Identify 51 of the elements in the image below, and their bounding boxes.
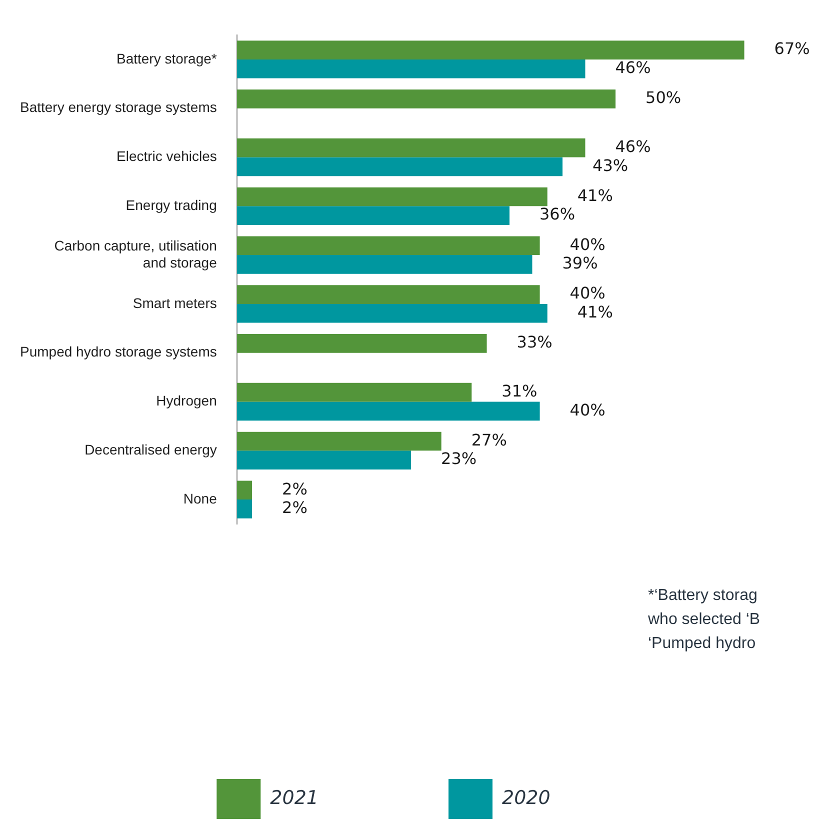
legend-label: 2020 bbox=[502, 786, 550, 809]
data-label: 46% bbox=[615, 136, 651, 156]
bar bbox=[236, 382, 472, 402]
legend-label: 2021 bbox=[270, 786, 319, 809]
text: *‘Battery storag bbox=[648, 586, 758, 606]
y-tick-label: Energy trading bbox=[126, 197, 217, 214]
bar bbox=[236, 236, 540, 256]
bar bbox=[236, 432, 442, 451]
bar bbox=[236, 255, 532, 274]
data-label: 36% bbox=[540, 204, 576, 224]
bar bbox=[236, 304, 548, 323]
bar bbox=[236, 138, 586, 158]
bar bbox=[236, 187, 548, 206]
y-tick-label: Hydrogen bbox=[156, 392, 217, 409]
data-label: 23% bbox=[441, 449, 477, 468]
y-tick-label: Electric vehicles bbox=[116, 148, 217, 164]
data-label: 31% bbox=[502, 381, 538, 400]
bar bbox=[236, 480, 252, 500]
data-label: 43% bbox=[592, 156, 628, 175]
bar bbox=[236, 500, 252, 518]
bar bbox=[236, 402, 540, 421]
bar bbox=[236, 450, 412, 470]
data-label: 27% bbox=[471, 430, 507, 450]
bar bbox=[236, 334, 487, 353]
data-label: 39% bbox=[562, 254, 598, 273]
bar bbox=[236, 59, 586, 78]
data-label: 2% bbox=[282, 498, 308, 518]
y-tick-label: None bbox=[183, 490, 218, 506]
y-tick-label: Decentralised energy bbox=[84, 442, 217, 458]
data-label: 41% bbox=[577, 302, 613, 322]
bar bbox=[236, 90, 616, 108]
y-tick-label: Battery storage* bbox=[116, 50, 218, 66]
data-label: 40% bbox=[570, 284, 606, 303]
bar bbox=[236, 157, 563, 176]
bar bbox=[236, 40, 744, 60]
text: who selected ‘B bbox=[648, 610, 760, 630]
bar bbox=[236, 285, 540, 304]
data-label: 67% bbox=[774, 39, 810, 58]
y-tick-label: Smart meters bbox=[132, 294, 217, 311]
y-tick-label: Carbon capture, utilisation and storage bbox=[54, 238, 218, 270]
data-label: 41% bbox=[577, 186, 613, 205]
data-label: 46% bbox=[615, 58, 651, 78]
bar bbox=[236, 206, 510, 225]
data-label: 33% bbox=[516, 332, 552, 352]
data-label: 40% bbox=[570, 400, 606, 420]
data-label: 40% bbox=[570, 234, 606, 254]
data-label: 2% bbox=[282, 479, 308, 498]
text: ‘Pumped hydro bbox=[648, 634, 757, 654]
data-label: 50% bbox=[646, 88, 682, 108]
y-tick-label: Pumped hydro storage systems bbox=[20, 344, 217, 360]
y-tick-label: Battery energy storage systems bbox=[20, 99, 217, 116]
